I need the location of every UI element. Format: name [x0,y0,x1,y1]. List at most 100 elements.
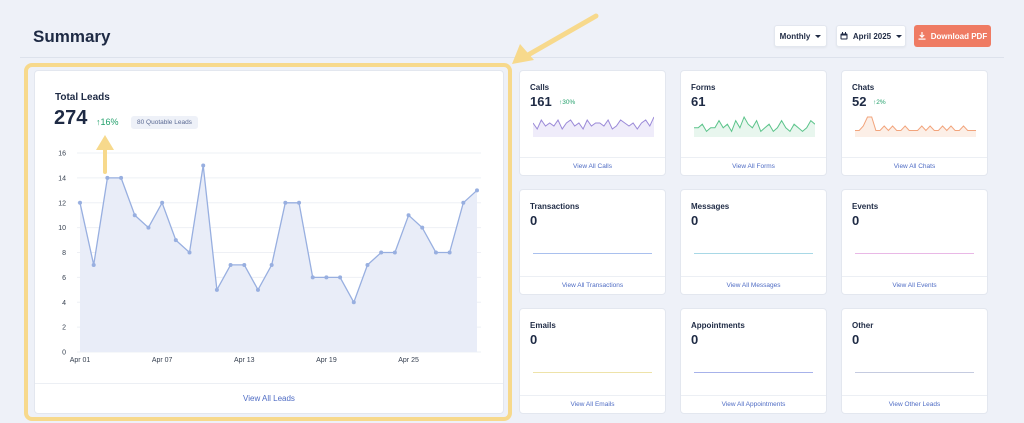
month-label: April 2025 [852,31,892,41]
card-sparkline [694,115,815,137]
card-divider [681,276,826,277]
data-point[interactable] [201,163,206,168]
card-value: 0 [852,213,860,228]
highlight-frame [24,63,512,421]
card-flat-line [533,372,652,373]
forms-card: Forms 61 View All Forms [680,70,827,176]
card-sparkline [855,116,976,137]
data-point[interactable] [255,287,260,292]
month-picker[interactable]: April 2025 [836,25,906,47]
download-label: Download PDF [930,31,988,41]
view-all-events-link[interactable]: View All Events [892,282,937,289]
data-point[interactable] [475,188,479,193]
data-point[interactable] [433,250,438,255]
data-point[interactable] [324,275,329,280]
data-point[interactable] [461,200,466,205]
calendar-icon [840,32,848,40]
view-all-calls-link[interactable]: View All Calls [573,163,612,170]
data-point[interactable] [187,250,192,255]
card-divider [842,276,987,277]
view-all-forms-link[interactable]: View All Forms [732,163,775,170]
view-other-leads-link[interactable]: View Other Leads [888,401,941,408]
card-flat-line [694,253,813,254]
quotable-leads-badge: 80 Quotable Leads [131,116,198,129]
chevron-down-icon [815,34,822,38]
view-all-emails-link[interactable]: View All Emails [570,401,615,408]
data-point[interactable] [310,275,315,280]
leads-divider [35,383,503,384]
emails-card: Emails 0 View All Emails [519,308,666,414]
card-value: 161 [530,94,552,109]
leads-area [80,165,477,352]
data-point[interactable] [297,200,302,205]
data-point[interactable] [406,213,411,218]
sparkline-line [855,116,976,132]
data-point[interactable] [78,200,82,205]
arrow-up-icon: ↑ [559,99,563,106]
x-tick-label: Apr 13 [234,357,255,364]
y-tick-label: 12 [58,200,66,207]
y-tick-label: 2 [62,325,66,332]
sparkline-area [855,117,976,137]
header-divider [20,57,1004,58]
data-point[interactable] [105,175,110,180]
data-point[interactable] [132,213,137,218]
card-divider [842,157,987,158]
data-point[interactable] [146,225,151,230]
data-point[interactable] [283,200,288,205]
sparkline-line [533,116,654,131]
view-all-appointments-link[interactable]: View All Appointments [721,401,786,408]
y-tick-label: 4 [62,300,66,307]
x-tick-label: Apr 01 [70,357,91,364]
y-tick-label: 16 [58,151,66,158]
data-point[interactable] [392,250,397,255]
other-card: Other 0 View Other Leads [841,308,988,414]
sparkline-area [694,117,815,137]
card-title: Messages [691,202,730,211]
data-point[interactable] [119,175,124,180]
y-tick-label: 10 [58,225,66,232]
events-card: Events 0 View All Events [841,189,988,295]
x-tick-label: Apr 19 [316,357,337,364]
card-title: Chats [852,83,875,92]
period-select[interactable]: Monthly [774,25,827,47]
chats-card: Chats 52 ↑2% View All Chats [841,70,988,176]
y-tick-label: 14 [58,175,66,182]
calls-card: Calls 161 ↑30% View All Calls [519,70,666,176]
x-tick-label: Apr 25 [398,357,419,364]
y-tick-label: 6 [62,275,66,282]
card-value: 0 [530,332,538,347]
messages-card: Messages 0 View All Messages [680,189,827,295]
data-point[interactable] [420,225,425,230]
data-point[interactable] [214,287,219,292]
data-point[interactable] [242,262,247,267]
x-tick-label: Apr 07 [152,357,173,364]
y-tick-label: 8 [62,250,66,257]
card-title: Other [852,321,874,330]
card-title: Calls [530,83,550,92]
data-point[interactable] [173,238,178,243]
card-divider [842,395,987,396]
data-point[interactable] [379,250,384,255]
card-value: 0 [852,332,860,347]
data-point[interactable] [365,262,370,267]
view-all-transactions-link[interactable]: View All Transactions [561,282,624,289]
view-all-messages-link[interactable]: View All Messages [726,282,781,289]
view-all-chats-link[interactable]: View All Chats [893,163,936,170]
data-point[interactable] [338,275,343,280]
card-divider [520,395,665,396]
card-title: Transactions [530,202,580,211]
card-divider [681,157,826,158]
data-point[interactable] [269,262,274,267]
data-point[interactable] [351,300,356,305]
total-leads-card: Total Leads 274 ↑16% 80 Quotable Leads 0… [34,70,504,414]
view-all-leads-link[interactable]: View All Leads [243,394,295,403]
data-point[interactable] [160,200,165,205]
download-pdf-button[interactable]: Download PDF [914,25,991,47]
card-divider [520,157,665,158]
data-point[interactable] [91,262,96,267]
card-divider [681,395,826,396]
card-change: ↑30% [559,99,575,106]
data-point[interactable] [228,262,233,267]
data-point[interactable] [447,250,452,255]
